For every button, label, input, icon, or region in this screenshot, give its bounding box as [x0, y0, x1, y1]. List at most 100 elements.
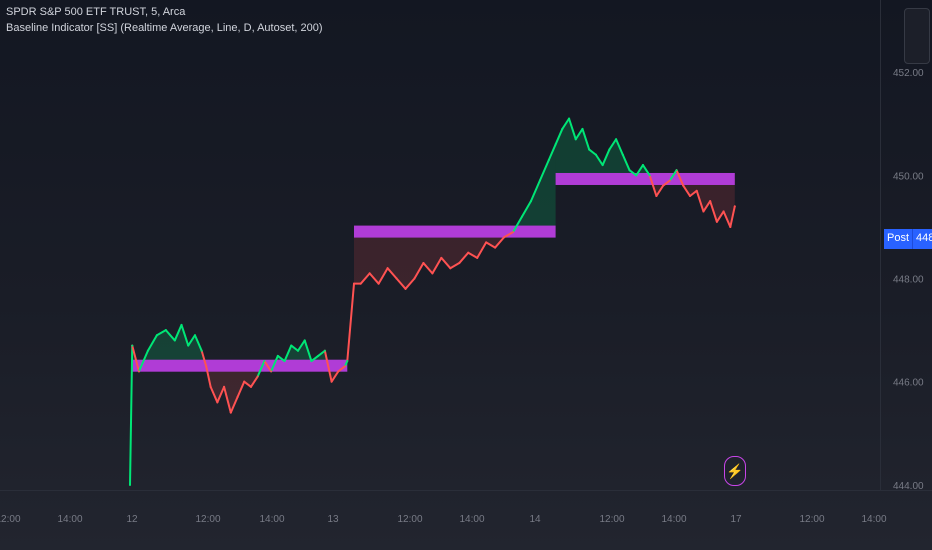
price-point — [729, 225, 732, 228]
price-line-segment — [229, 396, 239, 414]
price-point — [368, 272, 371, 275]
price-line-segment — [290, 344, 299, 352]
price-line-segment — [512, 215, 523, 234]
price-line-segment — [303, 339, 313, 363]
price-line-segment — [581, 127, 591, 151]
price-line-segment — [205, 365, 212, 388]
price-line-segment — [243, 380, 252, 388]
price-point — [200, 349, 203, 352]
price-point — [223, 385, 226, 388]
y-tick-label: 450.00 — [893, 171, 924, 182]
price-line-segment — [538, 158, 550, 182]
last-price-badge: Post 448.96 — [884, 229, 932, 249]
price-point — [205, 365, 208, 368]
price-line-segment — [440, 256, 452, 270]
price-line-segment — [276, 354, 286, 363]
price-line-segment — [330, 370, 340, 383]
x-tick-label: 12 — [126, 514, 138, 525]
price-line-segment — [422, 262, 434, 275]
price-line-segment — [386, 267, 398, 280]
price-point — [662, 184, 665, 187]
price-point — [236, 396, 239, 399]
x-tick-label: 14:00 — [57, 514, 82, 525]
price-point — [146, 349, 149, 352]
price-point — [689, 195, 691, 197]
price-line-segment — [529, 179, 541, 203]
price-point — [715, 220, 718, 223]
price-line-segment — [297, 339, 306, 352]
price-line-segment — [729, 205, 736, 228]
price-point — [476, 256, 479, 259]
price-point — [615, 138, 618, 141]
price-line-segment — [270, 354, 279, 373]
price-line-segment — [561, 117, 571, 130]
price-point — [263, 360, 266, 363]
price-point — [164, 329, 167, 332]
price-point — [344, 365, 347, 368]
price-point — [283, 360, 286, 363]
price-line-segment — [521, 200, 532, 218]
price-point — [317, 354, 320, 357]
price-point — [485, 241, 488, 244]
price-point — [554, 143, 557, 146]
price-point — [229, 411, 232, 414]
price-point — [243, 380, 246, 383]
price-line-segment — [594, 153, 604, 167]
price-line-segment — [146, 334, 158, 352]
price-point — [458, 262, 461, 265]
lightning-icon[interactable]: ⚡ — [724, 456, 746, 486]
chart-settings-button[interactable] — [904, 8, 930, 64]
price-point — [733, 205, 736, 208]
price-line-segment — [574, 127, 584, 141]
price-axis-separator — [880, 0, 881, 491]
area-above-fill — [354, 144, 556, 232]
price-line-segment — [621, 153, 631, 172]
price-point — [702, 210, 705, 213]
price-point — [353, 282, 355, 285]
price-line-segment — [137, 349, 149, 373]
price-line-segment — [377, 267, 389, 285]
price-line-segment — [187, 334, 196, 347]
price-line-segment — [601, 148, 611, 167]
price-point — [675, 169, 678, 172]
price-line-segment — [368, 272, 380, 285]
price-line-segment — [449, 262, 461, 270]
price-line-segment — [689, 189, 698, 197]
price-point — [494, 246, 497, 249]
y-tick-label: 448.00 — [893, 275, 924, 286]
x-tick-label: 14:00 — [861, 514, 886, 525]
price-point — [310, 360, 313, 363]
x-tick-label: 14:00 — [459, 514, 484, 525]
price-point — [129, 483, 131, 486]
price-line-segment — [216, 385, 226, 404]
price-point — [547, 158, 550, 161]
price-point — [413, 277, 416, 280]
price-line-segment — [608, 138, 618, 151]
baseline-band — [354, 225, 556, 238]
price-line-segment — [223, 385, 232, 414]
price-line-segment — [413, 262, 425, 280]
price-point — [561, 127, 564, 130]
x-tick-label: 12:00 — [599, 514, 624, 525]
price-line-segment — [359, 272, 371, 285]
price-point — [574, 138, 577, 141]
price-point — [337, 370, 340, 373]
price-point — [467, 251, 470, 254]
price-point — [608, 148, 611, 151]
price-point — [682, 184, 685, 187]
price-line-segment — [200, 349, 208, 368]
price-point — [180, 323, 183, 326]
price-point — [668, 179, 671, 182]
price-point — [290, 344, 293, 347]
x-tick-label: 14 — [529, 514, 541, 525]
price-line-segment — [485, 241, 497, 249]
price-point — [568, 117, 571, 120]
price-point — [431, 272, 434, 275]
price-line-segment — [395, 277, 407, 290]
price-line-segment — [337, 365, 347, 373]
x-tick-label: 14:00 — [661, 514, 686, 525]
price-line-segment — [467, 251, 479, 259]
price-line-segment — [668, 169, 678, 182]
price-line-segment — [503, 231, 515, 239]
